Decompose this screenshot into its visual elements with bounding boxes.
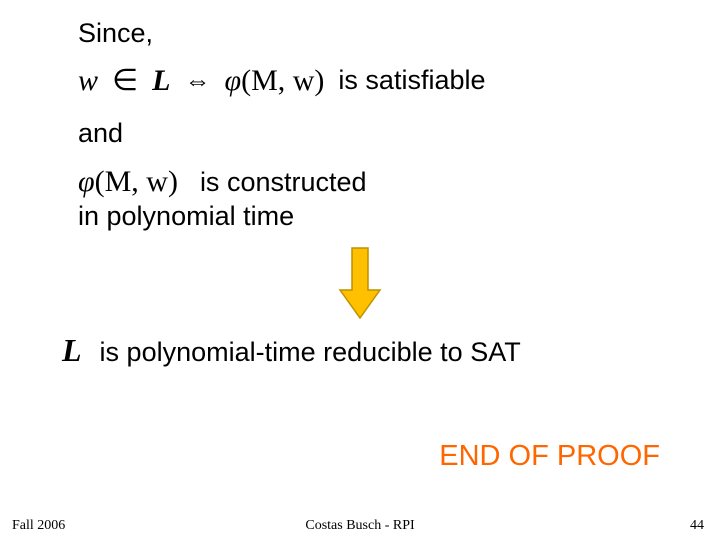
arrow-wrap bbox=[40, 246, 680, 320]
math-iff: ⇔ bbox=[184, 66, 210, 96]
math-phi: φ bbox=[224, 64, 241, 97]
footer-term: Fall 2006 bbox=[12, 518, 65, 534]
math-L-2: L bbox=[62, 332, 82, 369]
slide: Since, w ∈ L ⇔ φ(M, w) is satisfiable an… bbox=[0, 0, 720, 540]
footer-page-number: 44 bbox=[690, 518, 704, 534]
end-of-proof-label: END OF PROOF bbox=[439, 440, 660, 473]
satisfiable-label: is satisfiable bbox=[338, 65, 485, 96]
poly-time-label: in polynomial time bbox=[78, 201, 680, 232]
since-label: Since, bbox=[78, 18, 680, 49]
math-in: ∈ bbox=[112, 63, 138, 98]
math-L: L bbox=[152, 64, 170, 98]
math-phi-2: φ bbox=[78, 165, 95, 198]
footer-author: Costas Busch - RPI bbox=[305, 518, 414, 534]
math-args-2: (M, w) bbox=[95, 165, 178, 198]
and-label: and bbox=[78, 118, 680, 149]
math-phi-mw: φ(M, w) bbox=[224, 64, 324, 98]
math-phi-mw-2: φ(M, w) bbox=[78, 165, 178, 199]
math-args: (M, w) bbox=[241, 64, 324, 97]
reducible-row: L is polynomial-time reducible to SAT bbox=[62, 332, 680, 369]
is-constructed-label: is constructed bbox=[200, 167, 367, 198]
constructed-row: φ(M, w) is constructed bbox=[78, 165, 680, 199]
down-arrow-icon bbox=[338, 246, 382, 320]
formula-equiv: w ∈ L ⇔ φ(M, w) is satisfiable bbox=[78, 63, 680, 98]
math-w: w bbox=[78, 64, 98, 98]
reducible-label: is polynomial-time reducible to SAT bbox=[100, 337, 521, 368]
